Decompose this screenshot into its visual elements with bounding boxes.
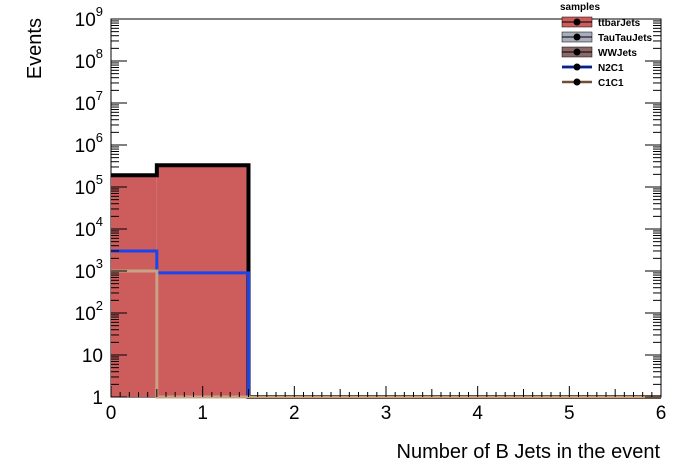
legend-entries: ttbarJets TauTauJets WWJets N2C1 C1C1 [561, 16, 653, 89]
y-tick-label: 10 [82, 346, 103, 367]
legend-title: samples [560, 2, 600, 13]
legend-label: TauTauJets [598, 33, 653, 44]
y-tick-label: 104 [75, 214, 103, 241]
y-tick-label: 102 [75, 298, 103, 325]
x-axis-ticks: 0 1 2 3 4 5 6 [106, 386, 667, 424]
legend-label: C1C1 [598, 78, 624, 89]
x-tick-label: 1 [197, 403, 208, 424]
y-tick-label: 1 [92, 388, 103, 409]
y-tick-label: 105 [75, 172, 103, 199]
x-tick-label: 2 [289, 403, 300, 424]
x-tick-label: 0 [106, 403, 117, 424]
legend-label: N2C1 [598, 63, 624, 74]
bar-ttbarjets-bin-1 [156, 165, 249, 397]
x-tick-label: 6 [656, 403, 667, 424]
bar-ttbarjets-bin-0 [111, 175, 157, 397]
y-axis-title: Events [24, 18, 46, 79]
legend: samples ttbarJets TauTauJets WWJets N2C1 C1C… [560, 2, 653, 89]
legend-entry-n2c1: N2C1 [562, 63, 624, 74]
x-tick-label: 3 [381, 403, 392, 424]
x-tick-label: 4 [472, 403, 483, 424]
y-tick-label: 108 [75, 46, 103, 73]
legend-marker [573, 18, 581, 26]
stacked-histograms [111, 165, 249, 397]
legend-marker [573, 78, 581, 86]
legend-marker [573, 33, 581, 41]
y-tick-label: 103 [75, 256, 103, 283]
legend-marker [573, 48, 581, 56]
legend-marker [573, 63, 581, 71]
x-tick-label: 5 [564, 403, 575, 424]
y-tick-label: 107 [75, 88, 103, 115]
legend-entry-tautaujets: TauTauJets [561, 31, 653, 44]
legend-entry-wwjets: WWJets [561, 46, 637, 59]
y-tick-label: 106 [75, 130, 103, 157]
y-tick-label: 109 [75, 4, 103, 31]
legend-entry-c1c1: C1C1 [562, 78, 624, 89]
y-axis-ticks: 1 10 102 103 104 105 106 107 108 109 [75, 4, 661, 409]
legend-entry-ttbarjets: ttbarJets [561, 16, 641, 29]
legend-label: ttbarJets [598, 18, 641, 29]
x-axis-title: Number of B Jets in the event [397, 441, 661, 463]
legend-label: WWJets [598, 48, 637, 59]
